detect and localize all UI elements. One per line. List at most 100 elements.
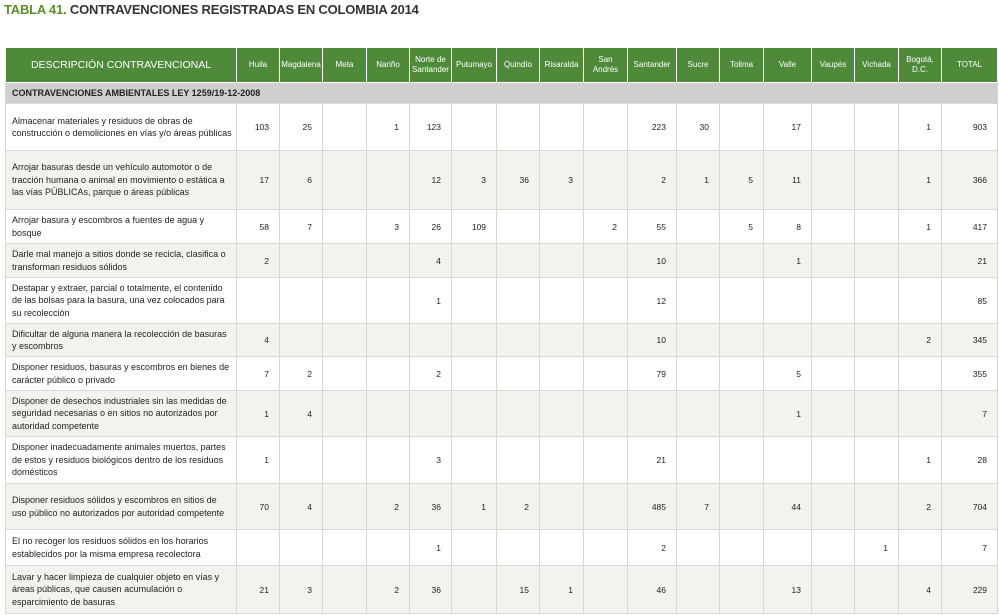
cell [763, 277, 812, 324]
column-header: Norte de Santander [409, 47, 452, 83]
cell [583, 565, 628, 614]
row-description: Lavar y hacer limpieza de cualquier obje… [5, 565, 237, 614]
cell [366, 277, 410, 324]
cell [366, 436, 410, 484]
cell [811, 103, 855, 151]
section-title: CONTRAVENCIONES AMBIENTALES LEY 1259/19-… [5, 82, 998, 104]
cell [451, 243, 497, 278]
cell [854, 483, 899, 530]
cell [676, 243, 720, 278]
cell: 1 [898, 209, 942, 244]
cell [583, 356, 628, 391]
column-header: Meta [322, 47, 367, 83]
cell [451, 565, 497, 614]
cell [322, 323, 367, 357]
cell [719, 277, 764, 324]
cell: 123 [409, 103, 452, 151]
cell [279, 323, 323, 357]
cell: 1 [898, 150, 942, 210]
cell: 3 [279, 565, 323, 614]
cell [719, 529, 764, 566]
cell: 30 [676, 103, 720, 151]
cell: 46 [627, 565, 677, 614]
column-header: DESCRIPCIÓN CONTRAVENCIONAL [5, 47, 237, 83]
cell: 4 [236, 323, 280, 357]
column-header: TOTAL [941, 47, 998, 83]
cell [322, 390, 367, 437]
cell: 15 [496, 565, 540, 614]
cell [451, 529, 497, 566]
table-row: Destapar y extraer, parcial o totalmente… [5, 277, 998, 324]
cell [539, 277, 584, 324]
table-row: Disponer de desechos industriales sin la… [5, 390, 998, 437]
cell [676, 209, 720, 244]
cell [811, 323, 855, 357]
column-header: Nariño [366, 47, 410, 83]
cell [811, 390, 855, 437]
cell: 1 [763, 243, 812, 278]
cell: 36 [409, 565, 452, 614]
cell: 7 [279, 209, 323, 244]
cell [236, 529, 280, 566]
cell [854, 565, 899, 614]
cell [539, 103, 584, 151]
cell [898, 390, 942, 437]
cell: 4 [898, 565, 942, 614]
cell: 223 [627, 103, 677, 151]
cell: 70 [236, 483, 280, 530]
cell: 10 [627, 243, 677, 278]
cell: 1 [236, 436, 280, 484]
cell [811, 356, 855, 391]
row-description: Arrojar basura y escombros a fuentes de … [5, 209, 237, 244]
column-header: Santander [627, 47, 677, 83]
row-description: Dificultar de alguna manera la recolecci… [5, 323, 237, 357]
column-header: Bogotá, D.C. [898, 47, 942, 83]
cell [676, 356, 720, 391]
cell: 2 [898, 483, 942, 530]
cell [676, 277, 720, 324]
table-row: Arrojar basuras desde un vehículo automo… [5, 150, 998, 210]
cell: 44 [763, 483, 812, 530]
cell [719, 436, 764, 484]
table-row: Disponer residuos, basuras y escombros e… [5, 356, 998, 391]
cell [811, 277, 855, 324]
cell: 903 [941, 103, 998, 151]
cell [322, 150, 367, 210]
table-row: El no recoger los residuos sólidos en lo… [5, 529, 998, 566]
cell [583, 103, 628, 151]
cell [854, 243, 899, 278]
cell [279, 529, 323, 566]
cell [583, 150, 628, 210]
table-row: Lavar y hacer limpieza de cualquier obje… [5, 565, 998, 614]
cell [854, 323, 899, 357]
cell [719, 356, 764, 391]
cell: 10 [627, 323, 677, 357]
table-row: Dificultar de alguna manera la recolecci… [5, 323, 998, 357]
column-header: Vaupés [811, 47, 855, 83]
cell [719, 103, 764, 151]
cell [583, 529, 628, 566]
cell [811, 209, 855, 244]
cell [496, 356, 540, 391]
cell: 2 [583, 209, 628, 244]
row-description: Disponer residuos, basuras y escombros e… [5, 356, 237, 391]
cell [322, 529, 367, 566]
cell [854, 277, 899, 324]
cell: 12 [627, 277, 677, 324]
cell: 28 [941, 436, 998, 484]
cell: 366 [941, 150, 998, 210]
cell [583, 277, 628, 324]
cell [451, 356, 497, 391]
cell [811, 529, 855, 566]
header-row: DESCRIPCIÓN CONTRAVENCIONAL Huila Magdalen… [5, 47, 998, 83]
column-header: Quindío [496, 47, 540, 83]
cell [539, 356, 584, 391]
cell: 79 [627, 356, 677, 391]
cell [496, 436, 540, 484]
cell: 17 [763, 103, 812, 151]
cell: 1 [898, 103, 942, 151]
row-description: Arrojar basuras desde un vehículo automo… [5, 150, 237, 210]
title: TABLA 41. CONTRAVENCIONES REGISTRADAS EN… [4, 2, 419, 17]
cell: 417 [941, 209, 998, 244]
cell: 5 [719, 209, 764, 244]
